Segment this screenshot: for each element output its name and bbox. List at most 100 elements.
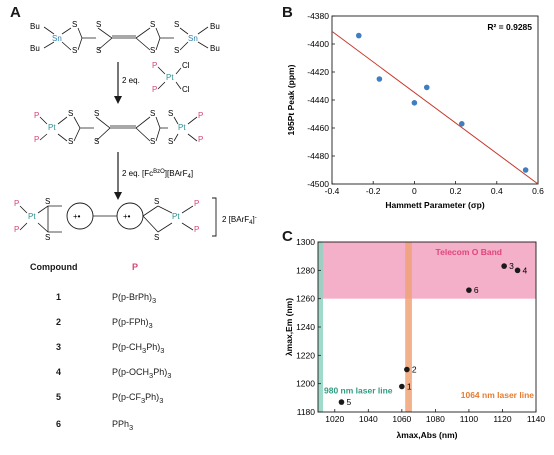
x-tick-label: 1100 [460,414,479,424]
reagent-pt: Pt [166,73,174,82]
x-tick-label: 0.2 [450,186,462,196]
m2-pt-right: Pt [178,123,186,132]
chart-c-wavelength: 1020 1040 1060 1080 1100 1120 1140 1180 1200 1220… [284,237,546,440]
y-axis-label: λmax,Em (nm) [284,298,294,356]
row-num: 6 [56,419,62,429]
m3-s-4: S [154,233,159,242]
y-tick-label: -4480 [307,151,329,161]
y-tick-label: -4420 [307,67,329,77]
y-tick-label: 1200 [296,379,315,389]
chart-b-hammett: -0.4 -0.2 0 0.2 0.4 0.6 -4380 -4400 -4420 -4440 -4… [286,11,544,210]
m2-s-4: S [94,137,99,146]
y-tick-label: -4500 [307,179,329,189]
point-label: 5 [346,397,351,407]
arrowhead-2 [114,192,122,200]
r-squared-annotation: R² = 0.9285 [487,22,532,32]
row-p: P(p-OCH3Ph)3 [112,367,172,380]
point-label: 4 [523,265,528,275]
arrowhead-1 [114,96,122,104]
s-7: S [174,20,179,29]
m3-p-2: P [14,225,19,234]
bonds-sn [43,26,209,51]
data-point [522,167,529,173]
x-axis-label: λmax,Abs (nm) [397,430,458,440]
data-point [501,263,507,269]
m2-p-4: P [198,135,203,144]
y-tick-label: 1180 [297,407,316,417]
y-tick-label: 1220 [296,350,315,360]
s-3: S [96,20,101,29]
header-compound: Compound [30,262,78,272]
y-tick-label: -4400 [307,39,329,49]
point-label: 6 [474,285,479,295]
point-label: 2 [412,365,417,375]
m3-s-3: S [154,197,159,206]
x-tick-label: 1140 [527,414,546,424]
row-p: P(p-CF3Ph)3 [112,392,164,405]
m3-p-1: P [14,199,19,208]
x-tick-label: 1060 [392,414,411,424]
m2-p-3: P [198,111,203,120]
s-2: S [72,46,77,55]
data-point [514,267,521,274]
row-num: 5 [56,392,62,402]
s-6: S [150,46,155,55]
y-axis-label: 195Pt Peak (ppm) [286,64,296,135]
x-tick-label: 0 [412,186,417,196]
step1-label: 2 eq. [122,76,140,85]
data-point [404,366,410,373]
molecule-dication: P P Pt Pt P P +• +• S S S S 2 [BArF4]- [14,197,257,242]
y-tick-label: -4460 [307,123,329,133]
data-point [376,76,383,82]
x-tick-label: 0.4 [491,186,503,196]
m3-p-4: P [194,225,199,234]
band-label-telecom: Telecom O Band [436,247,502,257]
band-orange [405,242,412,412]
m3-bonds [19,205,194,233]
m3-pt-right: Pt [172,212,180,221]
panel-label-b: B [282,4,293,21]
m2-p-2: P [34,135,39,144]
reagent-bonds [157,66,182,90]
panel-label-c: C [282,228,293,245]
band-label-1064: 1064 nm laser line [461,390,535,400]
row-p: P(p-FPh)3 [112,317,153,330]
row-num: 1 [56,292,62,302]
reagent-cl-2: Cl [182,85,190,94]
molecule-pt-complex: P P Pt Pt P P S S S S S S S S [34,109,203,146]
s-1: S [72,20,77,29]
x-tick-label: -0.4 [325,186,340,196]
m2-p-1: P [34,111,39,120]
radical-cation-left: +• [73,212,81,221]
point-label: 3 [509,261,514,271]
data-point [423,84,430,91]
bu-label-4: Bu [210,44,220,53]
bu-label-3: Bu [210,22,220,31]
reagent-p-1: P [152,61,157,70]
x-tick-label: 1120 [493,414,512,424]
sn-right: Sn [188,34,198,43]
data-point [458,121,465,127]
data-point [355,32,362,39]
x-tick-label: 0.6 [532,186,544,196]
x-tick-label: -0.2 [366,186,381,196]
reagent-p-2: P [152,85,157,94]
reagent-cl-1: Cl [182,61,190,70]
reaction-scheme: Bu Bu Sn S S S S S S S S Sn Bu Bu 2 eq. … [14,20,257,242]
bu-label-2: Bu [30,44,40,53]
point-label: 1 [407,382,412,392]
x-tick-label: 1040 [359,414,378,424]
m3-s-1: S [45,197,50,206]
band-label-980: 980 nm laser line [324,386,393,396]
y-tick-label: 1300 [296,237,315,247]
m2-s-5: S [150,109,155,118]
y-tick-label: -4440 [307,95,329,105]
m3-pt-left: Pt [28,212,36,221]
molecule-sn-complex: Bu Bu Sn S S S S S S S S Sn Bu Bu [30,20,220,55]
m2-s-6: S [150,137,155,146]
m2-s-8: S [168,137,173,146]
m3-s-2: S [45,233,50,242]
y-tick-label: 1240 [296,322,315,332]
y-tick-label: -4380 [307,11,329,21]
s-5: S [150,20,155,29]
